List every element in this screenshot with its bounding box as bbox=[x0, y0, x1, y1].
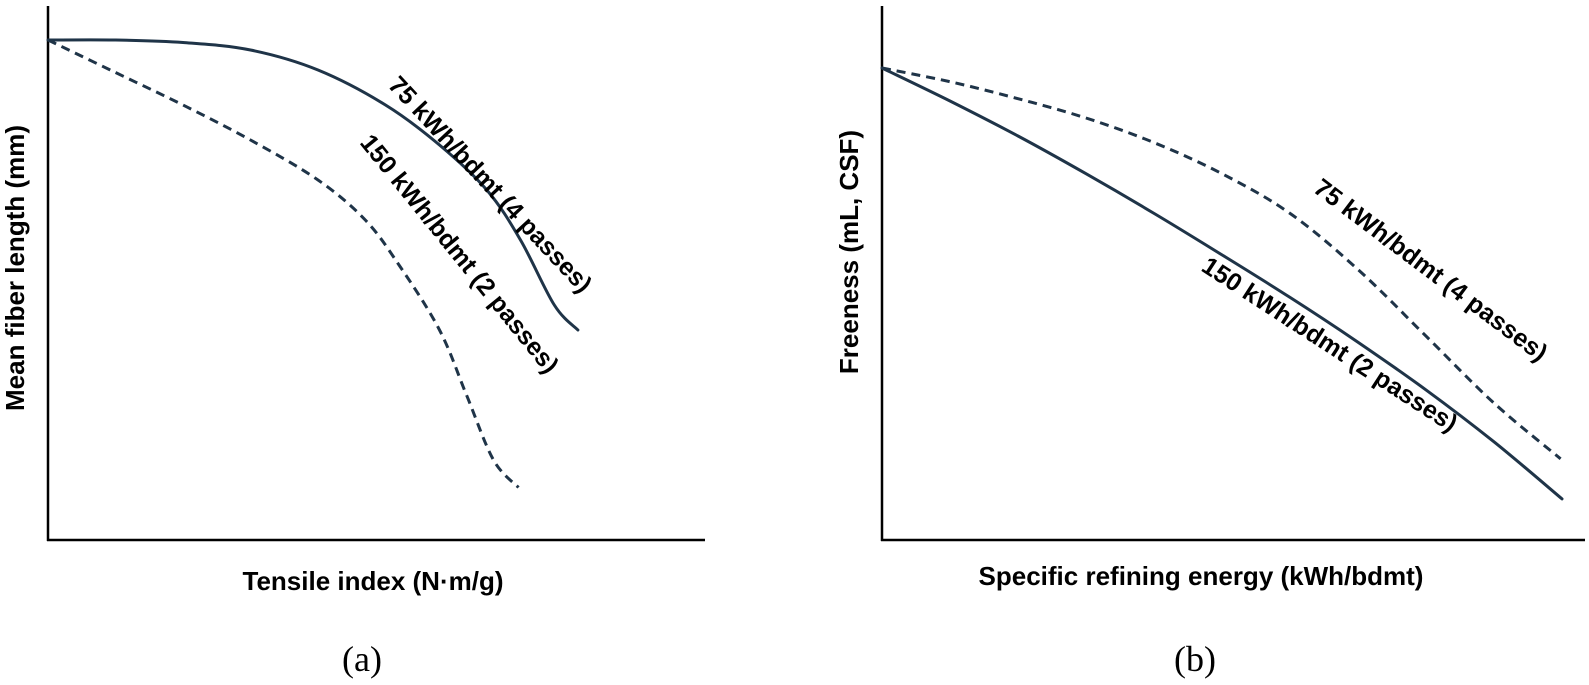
panel-a: 75 kWh/bdmt (4 passes) 150 kWh/bdmt (2 p… bbox=[0, 6, 705, 679]
panel-b-x-axis-title: Specific refining energy (kWh/bdmt) bbox=[979, 561, 1424, 591]
panel-b-series-150-solid-line bbox=[880, 66, 1564, 501]
panel-a-caption: (a) bbox=[342, 639, 382, 679]
panel-a-series-75-solid-line bbox=[46, 38, 580, 332]
panel-b-series-75-dashed-line bbox=[881, 66, 1562, 460]
panel-b-y-axis-title: Freeness (mL, CSF) bbox=[834, 130, 864, 374]
panel-a-x-axis-title: Tensile index (N·m/g) bbox=[243, 566, 504, 596]
panel-a-series-150-dashed-line bbox=[47, 38, 520, 489]
panel-b: 75 kWh/bdmt (4 passes) 150 kWh/bdmt (2 p… bbox=[834, 6, 1585, 679]
panel-a-y-axis-title: Mean fiber length (mm) bbox=[0, 125, 30, 411]
panel-b-caption: (b) bbox=[1174, 639, 1216, 679]
